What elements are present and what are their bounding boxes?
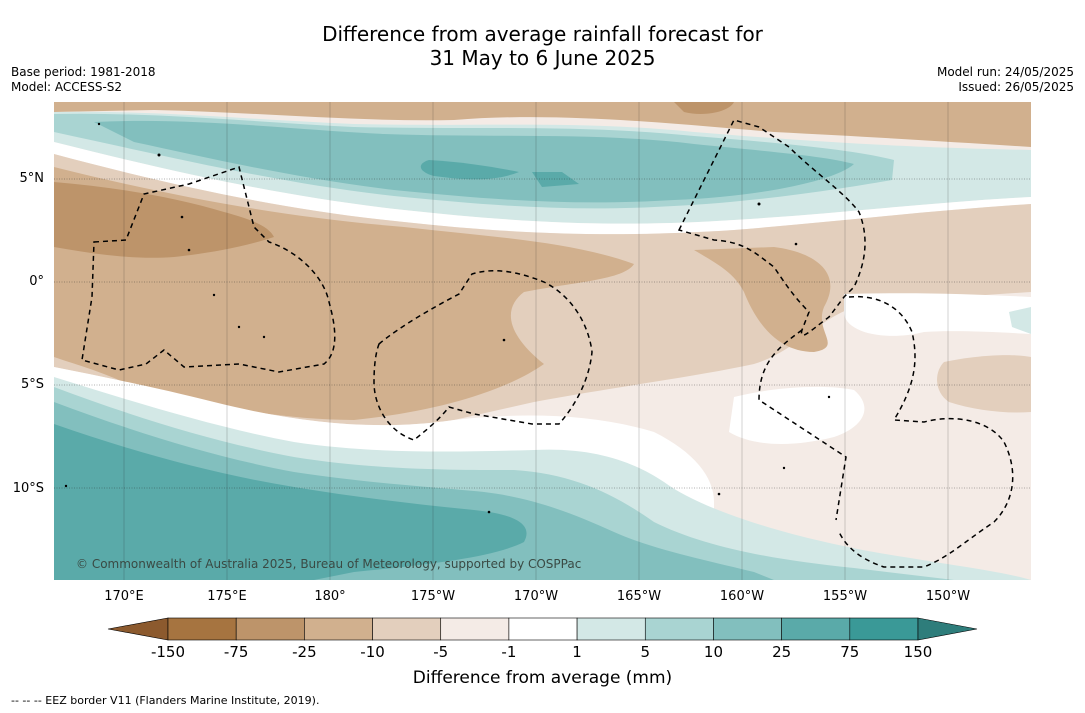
y-tick-5s: 5°S (20, 377, 44, 392)
colorbar-over-arrow (917, 617, 978, 641)
colorbar-tick-label: 1 (572, 643, 582, 661)
eez-line-islands (677, 119, 866, 336)
colorbar-segment (576, 617, 646, 641)
east-dry-patch (937, 355, 1031, 413)
island-5 (212, 293, 216, 297)
colorbar-tick-label: 75 (840, 643, 860, 661)
colorbar-tick-label: 150 (903, 643, 933, 661)
y-tick-0: 0° (29, 274, 44, 289)
rainfall-anomaly-map (54, 102, 1031, 580)
colorbar-segment (644, 617, 714, 641)
island-13 (64, 484, 68, 488)
eez-kiribati-gilbert (81, 166, 336, 373)
island-7 (262, 335, 266, 339)
run-info: Model run: 24/05/2025 Issued: 26/05/2025 (937, 65, 1074, 95)
colorbar-tick-label: -150 (150, 643, 186, 661)
south-wet-core (54, 424, 527, 580)
north-dry-patch (674, 102, 734, 114)
island-12 (782, 466, 786, 470)
issued-date: Issued: 26/05/2025 (958, 80, 1074, 94)
dry-core-patch (54, 182, 274, 258)
eez-borders (81, 119, 1014, 568)
island-1 (97, 122, 101, 126)
island-2 (157, 153, 161, 157)
east-wet-spot (1009, 307, 1031, 334)
x-tick-180: 180° (314, 589, 346, 604)
colorbar-segment (304, 617, 373, 641)
east-neutral-area (844, 293, 1031, 336)
title-line-1: Difference from average rainfall forecas… (322, 22, 763, 46)
model-name: Model: ACCESS-S2 (11, 80, 123, 94)
x-tick-175e: 175°E (207, 589, 247, 604)
island-8 (502, 338, 506, 342)
colorbar-tick-label: -1 (501, 643, 517, 661)
island-3 (180, 215, 184, 219)
eez-footnote: -- -- -- EEZ border V11 (Flanders Marine… (11, 694, 320, 707)
colorbar-segment (372, 617, 442, 641)
south-neutral-area (729, 386, 865, 444)
x-tick-150w: 150°W (925, 589, 971, 604)
island-11 (827, 395, 831, 399)
north-neutral-strip (54, 142, 1031, 235)
island-6 (237, 325, 241, 329)
colorbar-tick-label: -25 (292, 643, 317, 661)
colorbar-segment (167, 617, 237, 641)
copyright-credit: © Commonwealth of Australia 2025, Bureau… (76, 557, 582, 571)
colorbar-segment (849, 617, 919, 641)
colorbar-segment (781, 617, 851, 641)
rainfall-map: © Commonwealth of Australia 2025, Bureau… (54, 102, 1031, 580)
island-4 (187, 248, 191, 252)
model-run-date: Model run: 24/05/2025 (936, 65, 1074, 79)
y-tick-10s: 10°S (12, 481, 44, 496)
island-14 (487, 510, 491, 514)
model-info: Base period: 1981-2018 Model: ACCESS-S2 (11, 65, 156, 95)
x-tick-165w: 165°W (616, 589, 662, 604)
colorbar-segment (713, 617, 782, 641)
colorbar-tick-label: 25 (772, 643, 792, 661)
north-wet-patch-1 (420, 160, 519, 180)
north-wet-band-core (94, 120, 854, 203)
north-wet-patch-2 (532, 172, 579, 187)
x-tick-170w: 170°W (513, 589, 559, 604)
colorbar-under-arrow (107, 617, 169, 641)
y-tick-5n: 5°N (19, 171, 45, 186)
eez-central (373, 269, 593, 441)
island-10 (794, 242, 798, 246)
base-period: Base period: 1981-2018 (11, 65, 156, 79)
map-title: Difference from average rainfall forecas… (0, 22, 1085, 70)
colorbar-tick-label: -75 (223, 643, 249, 661)
north-dry-band (54, 102, 1031, 147)
meridians (123, 102, 949, 580)
colorbar-tick-label: 10 (703, 643, 723, 661)
island-9 (757, 202, 761, 206)
colorbar-segment (508, 617, 578, 641)
colorbar-segment (440, 617, 510, 641)
x-tick-160w: 160°W (719, 589, 765, 604)
colorbar (107, 617, 978, 641)
colorbar-tick-label: 5 (640, 643, 651, 661)
colorbar-tick-label: -10 (360, 643, 385, 661)
island-15 (717, 492, 721, 496)
colorbar-tick-label: -5 (433, 643, 449, 661)
x-tick-155w: 155°W (822, 589, 868, 604)
islands (64, 122, 831, 514)
x-tick-170e: 170°E (104, 589, 144, 604)
central-dry-east (694, 247, 831, 352)
eez-line-islands-south (758, 329, 847, 521)
colorbar-title: Difference from average (mm) (412, 668, 673, 688)
colorbar-segment (235, 617, 305, 641)
x-tick-175w: 175°W (410, 589, 456, 604)
title-line-2: 31 May to 6 June 2025 (429, 46, 656, 70)
